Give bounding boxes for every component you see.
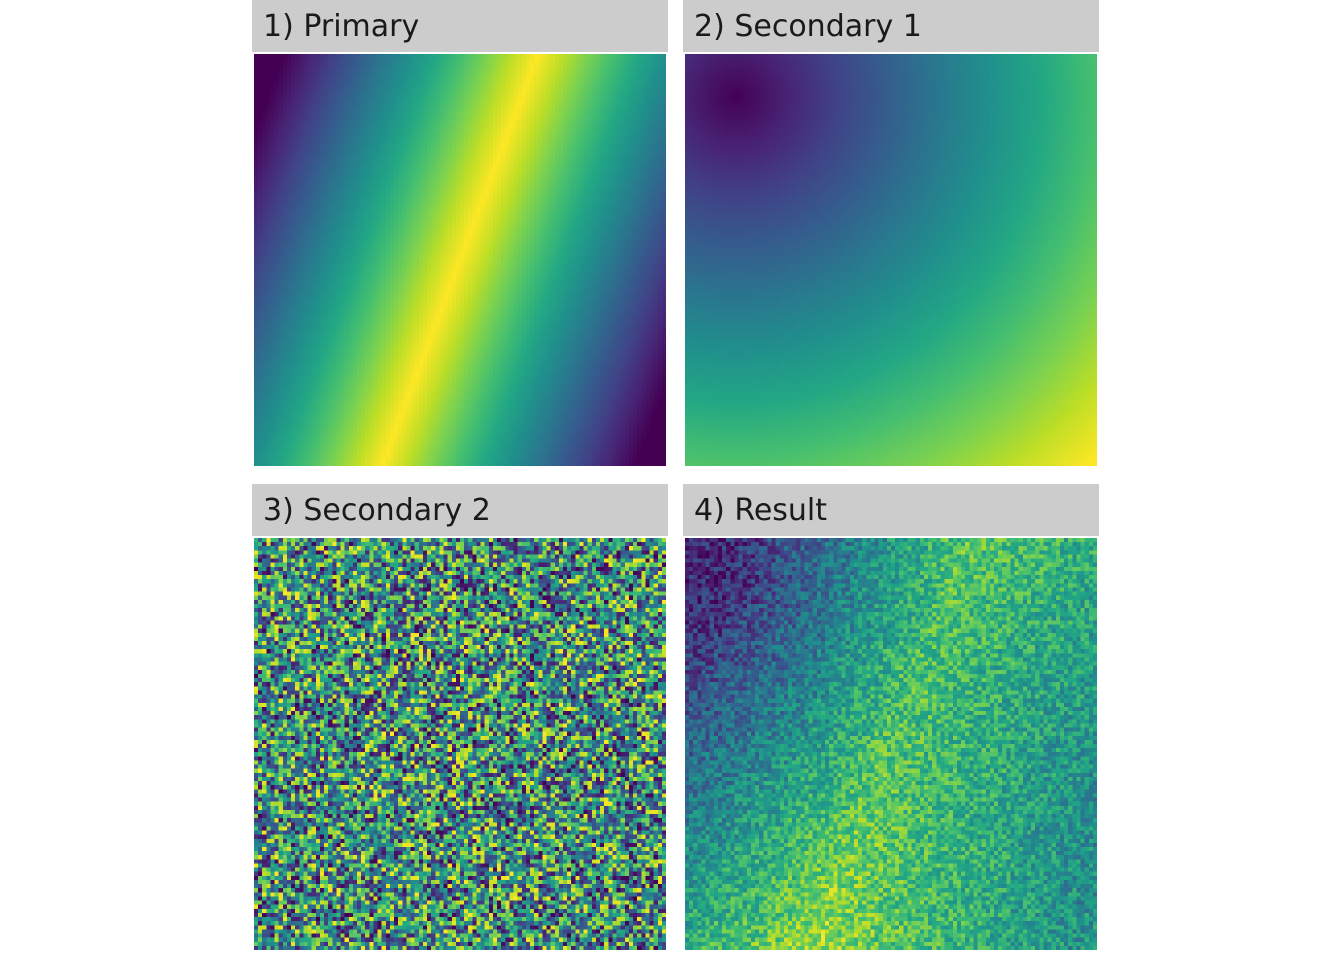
- panel-title: 2) Secondary 1: [683, 0, 1099, 52]
- panel-result: 4) Result: [683, 484, 1099, 952]
- panel-title: 1) Primary: [252, 0, 668, 52]
- heatmap-primary: [254, 54, 666, 466]
- heatmap-secondary-1: [685, 54, 1097, 466]
- heatmap-frame: [683, 52, 1099, 468]
- heatmap-frame: [252, 536, 668, 952]
- heatmap-result: [685, 538, 1097, 950]
- panel-secondary-2: 3) Secondary 2: [252, 484, 668, 952]
- panel-title: 3) Secondary 2: [252, 484, 668, 536]
- panel-secondary-1: 2) Secondary 1: [683, 0, 1099, 468]
- heatmap-secondary-2: [254, 538, 666, 950]
- heatmap-frame: [683, 536, 1099, 952]
- panel-title: 4) Result: [683, 484, 1099, 536]
- heatmap-frame: [252, 52, 668, 468]
- panel-primary: 1) Primary: [252, 0, 668, 468]
